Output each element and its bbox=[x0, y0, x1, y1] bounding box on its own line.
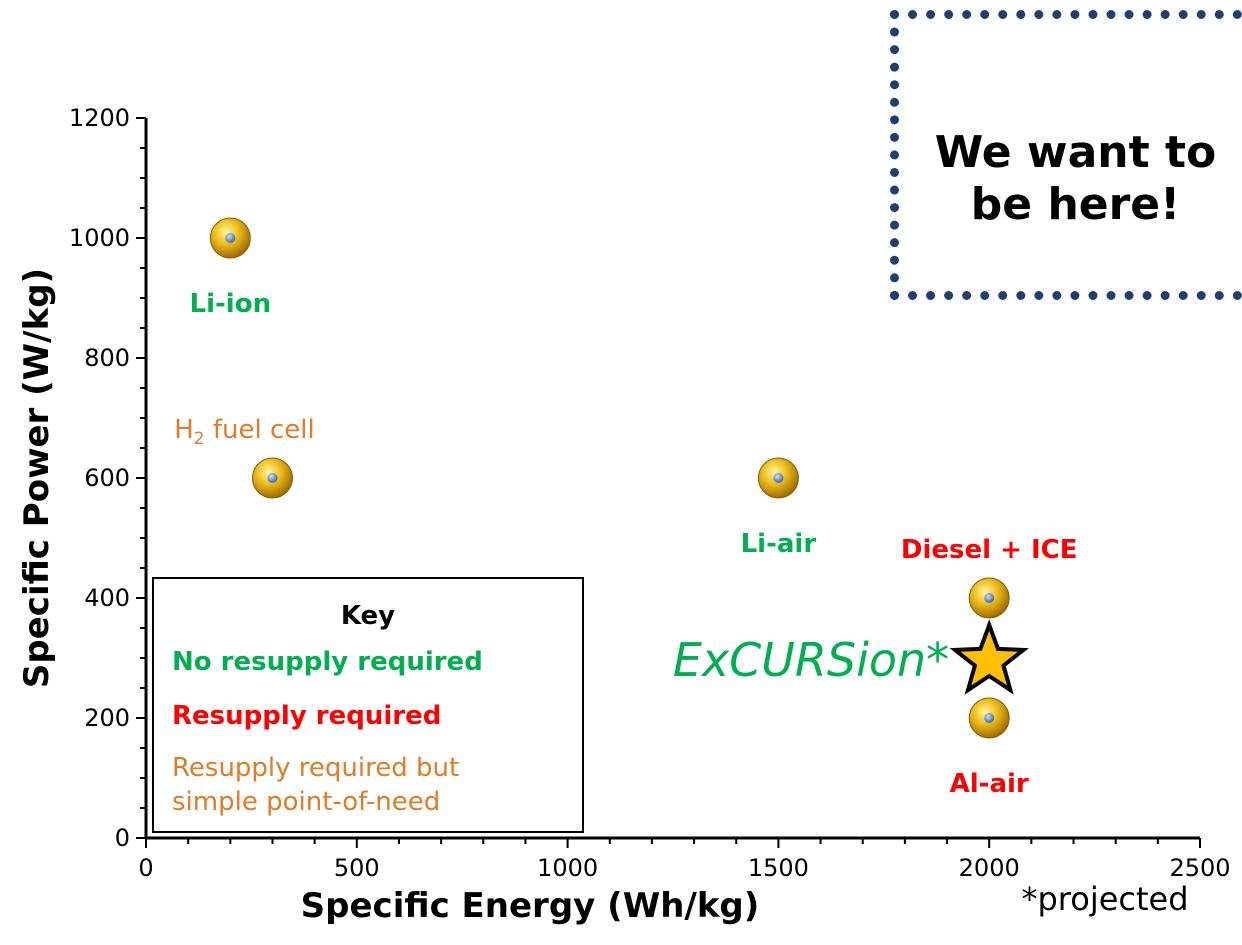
point-core bbox=[984, 713, 995, 723]
data-point bbox=[968, 697, 1010, 739]
y-tick-label: 200 bbox=[84, 704, 130, 732]
x-axis-title: Specific Energy (Wh/kg) bbox=[301, 886, 760, 926]
point-core bbox=[225, 233, 236, 243]
legend-title: Key bbox=[340, 601, 396, 631]
data-point bbox=[209, 217, 251, 259]
point-core bbox=[773, 473, 784, 483]
data-point bbox=[968, 577, 1010, 619]
data-label: H2 fuel cell bbox=[174, 415, 315, 449]
data-label: Diesel + ICE bbox=[901, 535, 1078, 565]
data-marks bbox=[209, 217, 1029, 739]
data-label: Li-ion bbox=[190, 289, 272, 319]
y-tick-label: 1200 bbox=[69, 104, 130, 132]
y-tick-label: 800 bbox=[84, 344, 130, 372]
data-label: Al-air bbox=[950, 769, 1029, 799]
legend-key: Key No resupply required Resupply requir… bbox=[152, 577, 584, 833]
callout-text: We want to be here! bbox=[934, 127, 1217, 230]
x-tick-label: 1500 bbox=[748, 854, 809, 882]
x-tick-label: 500 bbox=[334, 854, 380, 882]
x-tick-label: 0 bbox=[138, 854, 153, 882]
y-tick-label: 0 bbox=[115, 824, 130, 852]
data-point bbox=[251, 457, 293, 499]
legend-item-resupply: Resupply required bbox=[172, 701, 442, 731]
data-labels: Li-ion H2 fuel cell Li-air Diesel + ICE Al-a… bbox=[174, 289, 1077, 799]
highlight-label: ExCURSion* bbox=[673, 633, 949, 687]
x-tick-label: 2000 bbox=[959, 854, 1020, 882]
y-tick-label: 1000 bbox=[69, 224, 130, 252]
x-tick-label: 2500 bbox=[1169, 854, 1230, 882]
y-tick-label: 400 bbox=[84, 584, 130, 612]
legend-item-simple-point-of-need: Resupply required but simple point-of-ne… bbox=[172, 753, 460, 817]
highlight-star-icon bbox=[949, 619, 1029, 695]
y-tick-label: 600 bbox=[84, 464, 130, 492]
data-point bbox=[757, 457, 799, 499]
data-label: Li-air bbox=[741, 529, 817, 559]
point-core bbox=[267, 473, 278, 483]
legend-item-no-resupply: No resupply required bbox=[172, 647, 483, 677]
x-tick-label: 1000 bbox=[537, 854, 598, 882]
axes: 0 500 1000 1500 2000 2500 0 200 400 600 800 1000 120… bbox=[17, 104, 1231, 926]
point-core bbox=[984, 593, 995, 603]
y-axis-title: Specific Power (W/kg) bbox=[17, 268, 57, 688]
footnote: *projected bbox=[1021, 880, 1188, 918]
callout-box: We want to be here! bbox=[890, 10, 1242, 300]
